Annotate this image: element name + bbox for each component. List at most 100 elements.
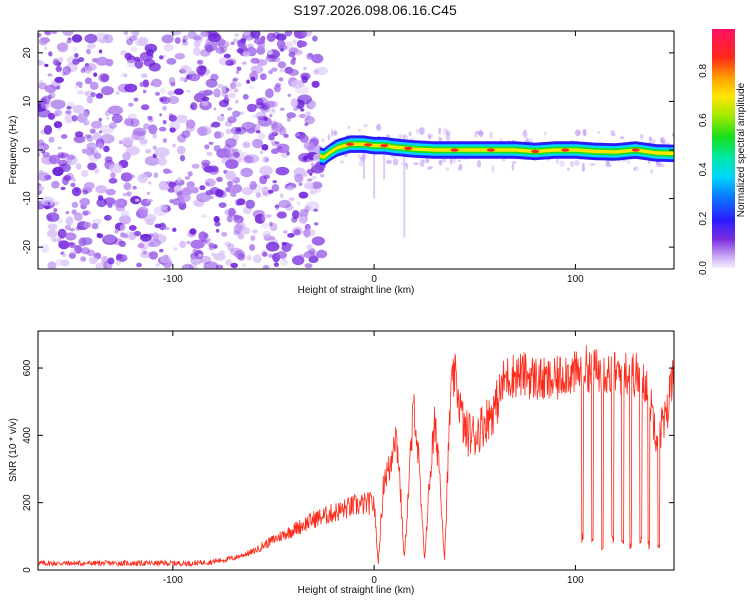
noise-blob <box>226 107 233 111</box>
noise-blob <box>260 104 270 113</box>
noise-blob <box>182 186 194 196</box>
noise-blob <box>260 150 264 155</box>
spectral-speckle <box>489 131 493 139</box>
noise-blob <box>303 229 311 237</box>
noise-blob <box>213 88 221 98</box>
noise-blob <box>303 155 308 161</box>
noise-blob <box>110 172 116 179</box>
noise-blob <box>216 115 225 122</box>
noise-blob <box>236 47 245 54</box>
noise-blob <box>270 120 278 129</box>
spectrogram-y-tick-label: -20 <box>22 239 33 254</box>
noise-blob <box>279 68 286 73</box>
snr-y-tick-label: 600 <box>22 359 33 376</box>
noise-blob <box>79 197 91 206</box>
noise-blob <box>186 89 191 93</box>
noise-blob <box>74 188 79 193</box>
spectral-speckle <box>581 165 586 172</box>
noise-blob <box>306 178 313 182</box>
noise-blob <box>140 233 152 242</box>
noise-blob <box>128 225 137 231</box>
noise-blob <box>42 152 51 158</box>
spectral-speckle <box>446 128 449 136</box>
noise-blob <box>41 95 51 105</box>
noise-blob <box>123 182 132 191</box>
noise-blob <box>241 227 251 235</box>
noise-blob <box>65 110 72 115</box>
noise-blob <box>96 198 107 208</box>
noise-blob <box>40 196 55 206</box>
noise-blob <box>48 91 56 99</box>
noise-blob <box>251 114 257 119</box>
noise-blob <box>243 155 254 164</box>
noise-blob <box>245 199 255 209</box>
noise-blob <box>134 38 146 47</box>
noise-blob <box>293 49 303 56</box>
noise-blob <box>150 82 154 86</box>
noise-blob <box>147 115 153 120</box>
spectral-speckle <box>392 158 399 166</box>
noise-blob <box>207 32 222 43</box>
snr-panel: -100 0 100 0 200 400 600 Height of straight l… <box>8 330 675 596</box>
noise-blob <box>206 151 213 157</box>
noise-blob <box>283 133 289 138</box>
noise-blob <box>232 78 238 83</box>
noise-blob <box>305 99 316 110</box>
spectral-speckle <box>333 130 338 136</box>
spectral-speckle <box>655 161 660 166</box>
noise-blob <box>118 140 123 145</box>
noise-blob <box>74 84 79 90</box>
noise-blob <box>203 261 219 269</box>
noise-blob <box>84 91 89 95</box>
spectral-speckle <box>408 131 412 137</box>
spectral-speckle <box>358 153 361 160</box>
noise-blob <box>233 33 240 38</box>
spectral-speckle <box>327 133 330 141</box>
spectral-speckle <box>376 123 382 131</box>
noise-blob <box>158 126 167 132</box>
noise-blob <box>315 187 322 193</box>
noise-blob <box>120 49 127 56</box>
noise-blob <box>60 186 66 191</box>
noise-region <box>38 31 328 269</box>
spectral-speckle <box>511 163 515 171</box>
noise-blob <box>235 82 243 88</box>
noise-blob <box>241 121 256 132</box>
spectral-speckle <box>358 129 361 132</box>
noise-blob <box>271 184 280 192</box>
noise-blob <box>153 206 168 217</box>
noise-blob <box>108 177 118 184</box>
noise-blob <box>38 169 44 175</box>
noise-blob <box>65 232 77 241</box>
noise-blob <box>190 239 205 249</box>
noise-blob <box>257 117 272 127</box>
noise-blob <box>271 122 284 132</box>
noise-blob <box>95 185 108 194</box>
spectral-speckle <box>418 127 425 135</box>
noise-blob <box>146 191 151 195</box>
ridge-hotspot <box>364 143 373 147</box>
noise-blob <box>268 253 274 258</box>
noise-blob <box>219 45 228 53</box>
noise-blob <box>269 236 276 241</box>
noise-blob <box>103 145 110 153</box>
noise-blob <box>72 178 77 183</box>
noise-blob <box>51 180 60 189</box>
noise-blob <box>216 131 225 139</box>
noise-blob <box>295 85 310 95</box>
signal-ridge <box>319 123 674 238</box>
noise-blob <box>85 120 90 125</box>
noise-blob <box>54 112 58 117</box>
noise-blob <box>166 58 177 65</box>
noise-blob <box>145 198 153 204</box>
noise-blob <box>93 132 102 142</box>
noise-blob <box>68 252 76 259</box>
noise-blob <box>151 232 159 240</box>
noise-blob <box>185 119 196 129</box>
noise-blob <box>47 73 53 77</box>
noise-blob <box>310 175 317 180</box>
noise-blob <box>230 191 237 198</box>
noise-blob <box>230 262 238 269</box>
noise-blob <box>64 224 71 231</box>
noise-blob <box>114 228 119 233</box>
